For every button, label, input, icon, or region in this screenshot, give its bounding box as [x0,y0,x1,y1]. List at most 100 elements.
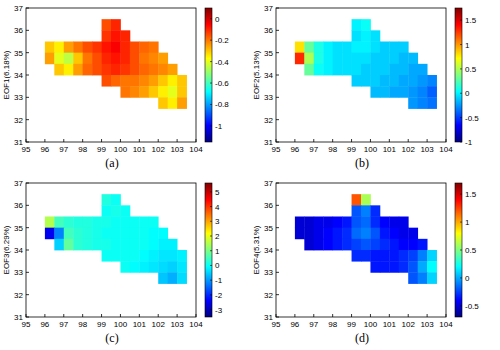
cell [177,272,187,284]
x-tick-label: 103 [170,320,184,329]
cell [130,228,140,240]
y-tick-label: 32 [264,116,273,125]
cell [389,250,399,262]
cell [102,19,112,31]
y-tick-label: 35 [264,49,273,58]
cell [380,86,390,98]
y-tick [276,227,279,228]
cell [408,86,418,98]
x-tick [332,314,333,317]
cell [408,239,418,251]
x-tick [139,314,140,317]
x-tick [276,314,277,317]
cell [102,53,112,65]
x-tick [158,314,159,317]
y-tick [276,183,279,184]
y-axis-label: EOF3(6.29%) [2,225,11,274]
x-tick-label: 103 [170,145,184,154]
cell [64,228,74,240]
cell [73,42,83,54]
cell [130,64,140,76]
colorbar-tick-label: 0.5 [465,65,477,74]
cell [314,217,324,229]
colorbar-tick-label: 3 [215,217,220,226]
cell [333,42,343,54]
colorbar-tick-label: -2 [215,291,223,300]
colorbar-tick-label: 1.5 [465,16,477,25]
cell [389,261,399,273]
x-tick [332,139,333,142]
x-tick-label: 102 [402,320,416,329]
cell [149,75,159,87]
cell [54,53,64,65]
cell [102,217,112,229]
cell [120,205,130,217]
cell [120,239,130,251]
cell [120,250,130,262]
y-tick [276,8,279,9]
x-tick-label: 98 [78,145,87,154]
cell [408,53,418,65]
cell [323,53,333,65]
cell [380,75,390,87]
cell [427,261,437,273]
cell [352,53,362,65]
cell [304,239,314,251]
cell [399,239,409,251]
cell [130,250,140,262]
y-tick [276,119,279,120]
x-tick-label: 103 [420,320,434,329]
cell [158,261,168,273]
cell [73,239,83,251]
colorbar-tick [460,250,462,251]
colorbar-tick-label: 0 [465,89,470,98]
x-tick [446,314,447,317]
cell [333,217,343,229]
y-tick-label: 35 [14,224,23,233]
cell [54,228,64,240]
cell [158,228,168,240]
cell [361,19,371,31]
colorbar-tick [210,104,212,105]
cell [168,97,178,109]
cell [380,53,390,65]
cell [399,261,409,273]
cell [139,228,149,240]
y-tick-label: 33 [14,268,23,277]
cell [120,217,130,229]
cell [380,42,390,54]
x-tick-label: 98 [328,145,337,154]
panel: 959697989910010110210310431323334353637E… [2,4,229,170]
x-tick [427,139,428,142]
colorbar-tick [210,265,212,266]
cells [45,194,187,284]
y-tick [276,142,279,143]
cell [139,42,149,54]
cell [158,272,168,284]
cell [130,261,140,273]
panel: 959697989910010110210310431323334353637E… [252,179,479,345]
y-tick [276,250,279,251]
cell [418,239,428,251]
cell [427,272,437,284]
cell [45,217,55,229]
cell [168,250,178,262]
x-tick [389,139,390,142]
cell [370,205,380,217]
y-tick [276,294,279,295]
cell [380,261,390,273]
x-tick-label: 97 [59,320,68,329]
y-tick-label: 32 [264,291,273,300]
cell [361,30,371,42]
colorbar-tick-label: -0.4 [215,58,229,67]
y-tick-label: 31 [14,313,23,322]
colorbar-tick-label: 0.5 [465,246,477,255]
cell [314,239,324,251]
cell [352,75,362,87]
cell [83,239,93,251]
colorbar-tick [210,191,212,192]
cell [149,42,159,54]
x-tick-label: 97 [309,320,318,329]
cell [352,239,362,251]
cell [149,217,159,229]
